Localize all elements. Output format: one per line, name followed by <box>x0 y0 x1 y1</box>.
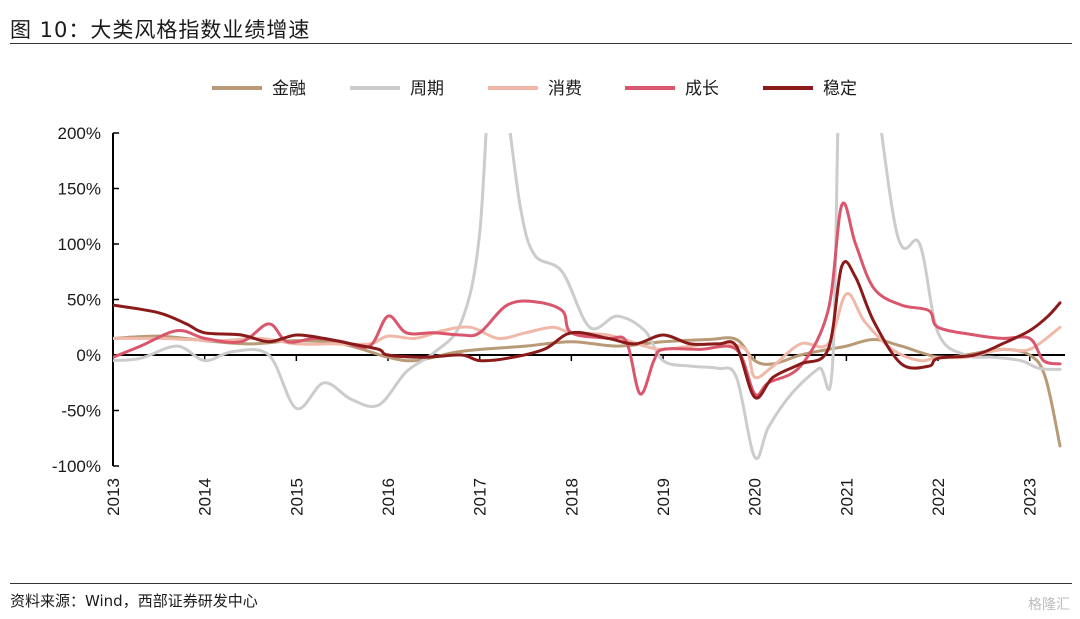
x-tick-label: 2020 <box>746 478 765 516</box>
x-tick-label: 2015 <box>287 478 306 516</box>
legend-label: 消费 <box>548 79 582 99</box>
y-tick-label: 50% <box>67 291 101 310</box>
x-tick-label: 2023 <box>1021 478 1040 516</box>
x-tick-label: 2022 <box>929 478 948 516</box>
watermark-logo: 格隆汇 <box>1028 597 1070 613</box>
legend-label: 金融 <box>272 79 306 99</box>
header-rule <box>10 43 1072 44</box>
axes: 200% 150% 100% 50% 0% -50% -100%2013 2014 2015 20… <box>52 124 1065 516</box>
x-tick-label: 2018 <box>562 478 581 516</box>
legend-label: 稳定 <box>823 79 857 99</box>
x-tick-label: 2013 <box>104 478 123 516</box>
chart-title: 图 10：大类风格指数业绩增速 <box>10 18 311 42</box>
legend: 金融 周期 消费 成长 稳定 <box>212 79 857 99</box>
y-tick-label: 150% <box>58 180 101 199</box>
x-tick-label: 2019 <box>654 478 673 516</box>
x-tick-label: 2021 <box>837 478 856 516</box>
y-tick-label: -100% <box>52 457 101 476</box>
series-line-3 <box>113 292 1062 380</box>
y-tick-label: -50% <box>61 402 101 421</box>
footer-rule <box>10 583 1072 584</box>
x-tick-label: 2014 <box>196 478 215 516</box>
series-line-5 <box>113 260 1062 400</box>
legend-label: 周期 <box>410 79 444 99</box>
y-tick-label: 100% <box>58 235 101 254</box>
source-note: 资料来源：Wind，西部证券研发中心 <box>10 592 258 610</box>
x-tick-label: 2017 <box>471 478 490 516</box>
series-line-2 <box>113 133 1062 461</box>
y-tick-label: 0% <box>76 346 101 365</box>
x-tick-label: 2016 <box>379 478 398 516</box>
series-lines <box>113 133 1062 461</box>
y-tick-label: 200% <box>58 124 101 143</box>
series-line-1 <box>113 334 1062 448</box>
line-chart: 金融 周期 消费 成长 稳定 200%150%100%50%0%-50%-100%201… <box>52 79 1065 516</box>
legend-label: 成长 <box>685 79 719 99</box>
